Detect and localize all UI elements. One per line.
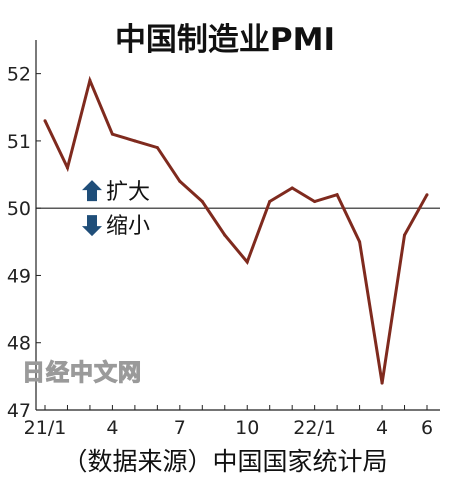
y-tick-label-50: 50 (7, 198, 31, 220)
data-point-0-14 (358, 240, 362, 244)
x-tick-label-0: 21/1 (24, 417, 67, 439)
x-tick-label-6: 7 (174, 417, 186, 439)
data-point-0-1 (65, 166, 69, 170)
legend-arrow-down-icon (82, 215, 102, 237)
legend-label-up: 扩大 (106, 180, 150, 205)
data-point-0-6 (178, 179, 182, 183)
chart-title: 中国制造业PMI (115, 22, 335, 58)
data-point-0-2 (88, 78, 92, 82)
series-layer (43, 75, 429, 385)
x-tick-label-17: 6 (421, 417, 433, 439)
source-note: （数据来源）中国国家统计局 (62, 447, 387, 476)
series-line-0 (43, 75, 429, 384)
data-point-0-8 (223, 233, 227, 237)
legend-arrow-up-icon (82, 180, 102, 202)
x-tick-label-3: 4 (106, 417, 118, 439)
data-point-0-5 (155, 146, 159, 150)
data-point-0-15 (380, 381, 384, 385)
data-point-0-16 (403, 233, 407, 237)
data-point-0-17 (425, 193, 429, 197)
x-tick-label-9: 10 (235, 417, 259, 439)
y-tick-label-51: 51 (7, 131, 31, 153)
y-tick-label-48: 48 (7, 333, 31, 355)
data-point-0-9 (245, 260, 249, 264)
watermark: 日经中文网 (22, 359, 142, 386)
data-point-0-12 (313, 199, 317, 203)
data-point-0-10 (268, 199, 272, 203)
data-point-0-4 (133, 139, 137, 143)
data-point-0-13 (335, 193, 339, 197)
data-point-0-11 (290, 186, 294, 190)
legend-label-down: 缩小 (106, 214, 150, 239)
data-point-0-7 (200, 199, 204, 203)
data-point-0-3 (110, 132, 114, 136)
y-tick-label-47: 47 (7, 400, 31, 422)
x-tick-label-12: 22/1 (293, 417, 336, 439)
data-point-0-0 (43, 119, 47, 123)
y-tick-label-49: 49 (7, 265, 31, 287)
x-tick-label-15: 4 (376, 417, 388, 439)
y-tick-label-52: 52 (7, 64, 31, 86)
